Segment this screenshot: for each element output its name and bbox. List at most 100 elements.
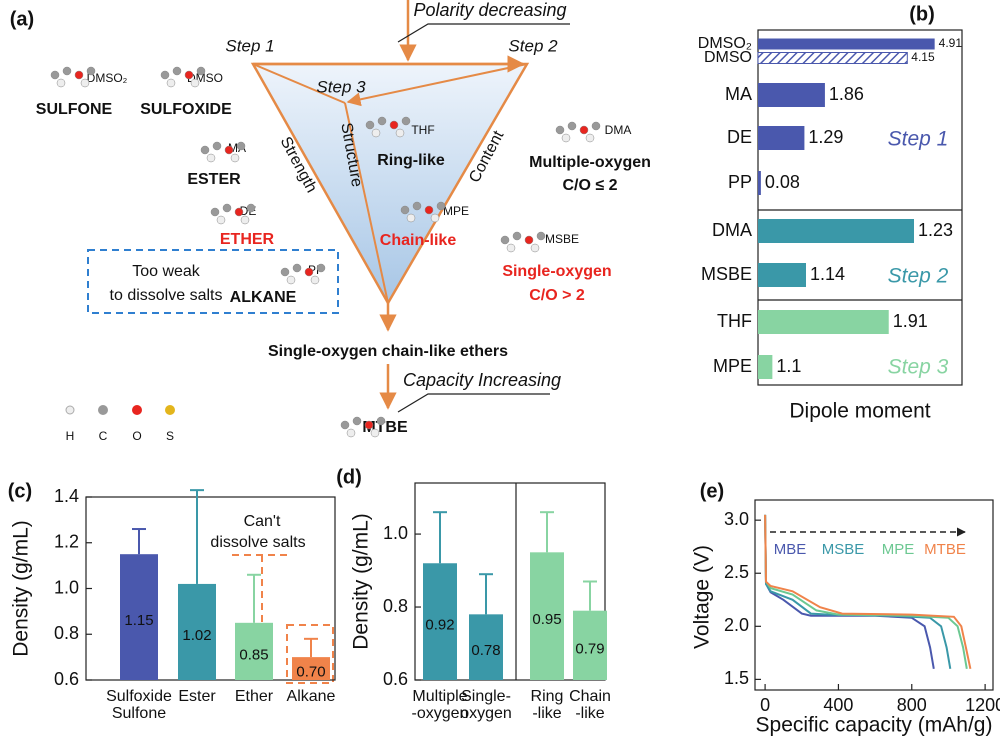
x-tick-label: 0 [760,695,770,715]
x-tick-label: -like [532,705,561,722]
atom [56,78,66,88]
atom [561,133,571,143]
value-label: 1.29 [808,127,843,147]
x-tick-label: Single- [461,688,511,705]
value-label: 0.95 [532,611,561,628]
atom [310,275,320,285]
label: Step 3 [316,77,366,96]
value-label: 0.08 [765,172,800,192]
label: (a) [10,8,34,30]
label: H [66,429,75,443]
atom [500,235,510,245]
y-tick-label: 1.5 [724,668,749,688]
atom [74,70,84,80]
bar [573,610,607,680]
value-label: 1.91 [893,311,928,331]
panel-label: (e) [700,480,724,502]
atom [210,207,220,217]
label: ESTER [187,171,241,188]
label: MSBE [545,232,579,246]
value-label: 0.79 [575,640,604,657]
atom [280,267,290,277]
y-tick-label: 0.6 [54,669,79,689]
x-tick-label: -oxygen [412,705,469,722]
y-tick-label: 1.0 [383,523,408,543]
atom [224,145,234,155]
bar [469,614,503,680]
atom [370,428,380,438]
value-label: 1.86 [829,84,864,104]
label: THF [411,123,434,137]
bar [120,554,158,680]
diagram [65,0,570,415]
label: Step 2 [508,36,558,55]
atom [536,231,546,241]
atom [222,203,232,213]
y-tick-label: MPE [713,356,752,376]
atom [236,141,246,151]
atom [406,213,416,223]
y-tick-label: 0.8 [54,623,79,643]
frame [414,482,606,681]
atom-s [165,405,175,415]
atom [530,243,540,253]
value-label: 4.91 [939,36,963,50]
atom [436,201,446,211]
line [764,514,968,669]
atom [506,243,516,253]
y-tick-label: DMA [712,220,752,240]
label: S [166,429,174,443]
y-tick-label: 1.2 [54,532,79,552]
atom [555,125,565,135]
bar [530,552,564,680]
value-label: 0.92 [425,617,454,634]
atom [567,121,577,131]
atom [304,267,314,277]
arrow [252,63,346,104]
label: O [132,429,141,443]
panel-label: (c) [8,480,32,502]
x-tick-label: oxygen [460,705,512,722]
legend-label: MPE [882,541,915,558]
atom [246,203,256,213]
atom [579,125,589,135]
label: DMA [605,123,632,137]
y-tick-label: 1.4 [54,486,79,506]
label: C/O ≤ 2 [562,177,617,194]
atom [212,141,222,151]
atom [395,128,405,138]
bar [758,83,825,107]
arrow [346,63,528,107]
label: to dissolve salts [110,287,223,304]
leader [397,23,570,43]
y-tick-label: 1.0 [54,577,79,597]
y-axis-label: Voltage (V) [691,545,714,649]
atom [160,70,170,80]
annotation: Step 2 [888,265,949,288]
value-label: 1.1 [776,356,801,376]
x-tick-label: Chain [569,688,611,705]
bar [757,52,908,64]
atom [86,66,96,76]
atom [206,153,216,163]
dash-box [286,624,334,684]
annotation: Can't [244,513,281,530]
atom [50,70,60,80]
atom [200,145,210,155]
bar [758,263,806,287]
atom-h [65,405,75,415]
atom [430,213,440,223]
x-tick-label: 400 [823,695,853,715]
y-axis-label: Density (g/mL) [10,520,33,657]
label: Chain-like [380,232,457,249]
atom [196,66,206,76]
x-axis-label: Specific capacity (mAh/g) [756,714,993,737]
atom [371,128,381,138]
value-label: 4.15 [911,50,935,64]
panel-label: (d) [336,466,362,488]
atom [230,153,240,163]
bar [758,126,805,150]
atom [424,205,434,215]
y-tick-label: DE [727,127,752,147]
